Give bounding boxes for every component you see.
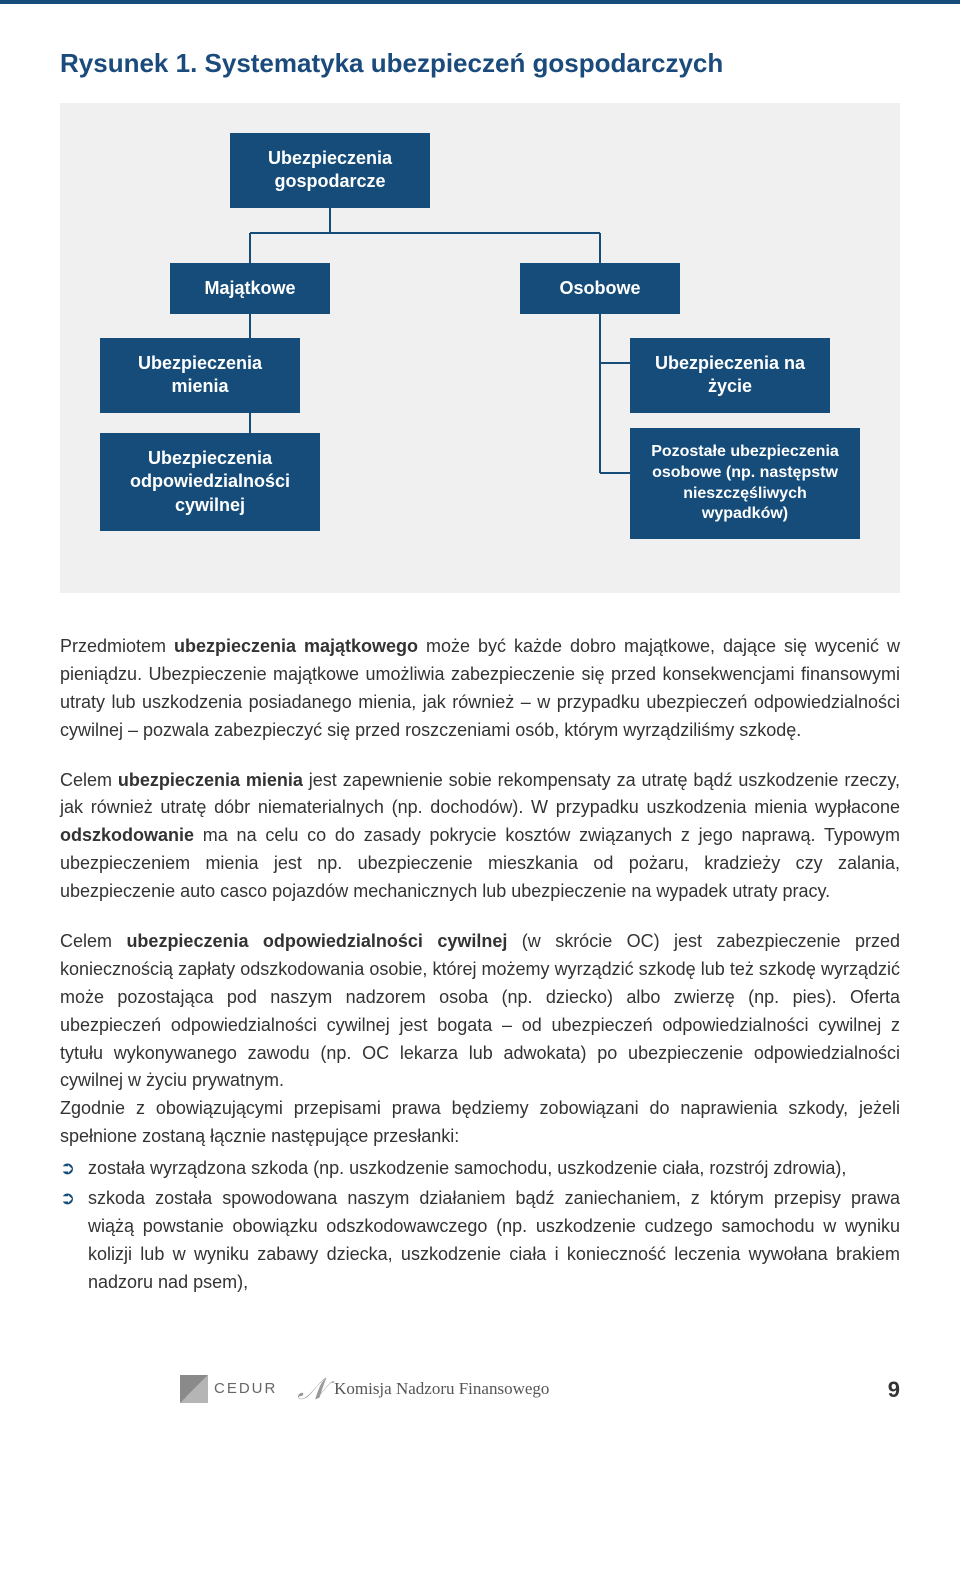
footer-logos: CEDUR 𝒩 Komisja Nadzoru Finansowego (180, 1367, 549, 1412)
node-mienia: Ubezpieczenia mienia (100, 338, 300, 413)
paragraph-1: Przedmiotem ubezpieczenia majątkowego mo… (60, 633, 900, 745)
bullet-list: została wyrządzona szkoda (np. uszkodzen… (60, 1155, 900, 1296)
cedur-logo: CEDUR (180, 1375, 277, 1403)
paragraph-2: Celem ubezpieczenia mienia jest zapewnie… (60, 767, 900, 906)
bold-text: odszkodowanie (60, 825, 194, 845)
node-pozostale: Pozostałe ubezpieczenia osobowe (np. nas… (630, 428, 860, 539)
list-item: szkoda została spowodowana naszym działa… (60, 1185, 900, 1297)
page-footer: CEDUR 𝒩 Komisja Nadzoru Finansowego 9 (60, 1357, 900, 1412)
diagram-background: Ubezpieczenia gospodarcze Majątkowe Osob… (60, 103, 900, 593)
cedur-text: CEDUR (214, 1378, 277, 1401)
paragraph-3: Celem ubezpieczenia odpowiedzialności cy… (60, 928, 900, 1297)
node-zycie: Ubezpieczenia na życie (630, 338, 830, 413)
page-number: 9 (888, 1373, 900, 1406)
node-oc: Ubezpieczenia odpowiedzialności cywilnej (100, 433, 320, 531)
cedur-mark-icon (180, 1375, 208, 1403)
node-osobowe: Osobowe (520, 263, 680, 314)
knf-mark-icon: 𝒩 (297, 1367, 326, 1412)
page-content: Rysunek 1. Systematyka ubezpieczeń gospo… (0, 4, 960, 1442)
list-item: została wyrządzona szkoda (np. uszkodzen… (60, 1155, 900, 1183)
diagram-container: Ubezpieczenia gospodarcze Majątkowe Osob… (100, 133, 860, 553)
text: Celem (60, 931, 126, 951)
text: Celem (60, 770, 118, 790)
knf-text: Komisja Nadzoru Finansowego (334, 1376, 549, 1402)
text: Zgodnie z obowiązującymi przepisami praw… (60, 1098, 900, 1146)
node-majatkowe: Majątkowe (170, 263, 330, 314)
bold-text: ubezpieczenia mienia (118, 770, 303, 790)
knf-logo: 𝒩 Komisja Nadzoru Finansowego (297, 1367, 549, 1412)
node-root: Ubezpieczenia gospodarcze (230, 133, 430, 208)
text: Przedmiotem (60, 636, 174, 656)
figure-title: Rysunek 1. Systematyka ubezpieczeń gospo… (60, 44, 900, 83)
bold-text: ubezpieczenia odpowiedzialności cywilnej (126, 931, 507, 951)
text: (w skrócie OC) jest zabezpieczenie przed… (60, 931, 900, 1090)
bold-text: ubezpieczenia majątkowego (174, 636, 418, 656)
